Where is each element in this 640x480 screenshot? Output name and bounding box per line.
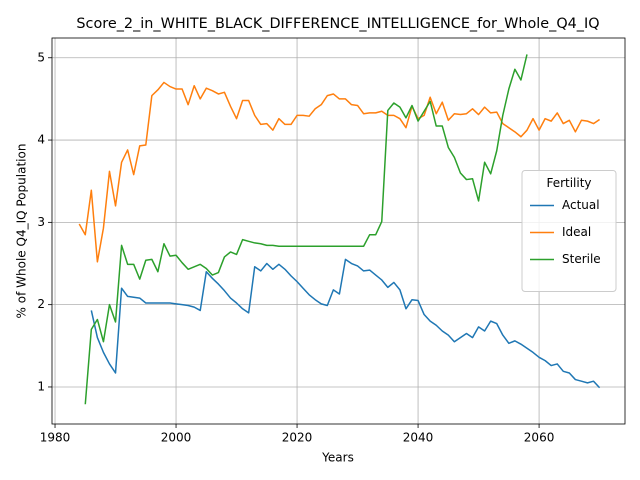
line (84, 54, 528, 405)
x-tick-label: 1980 (40, 431, 71, 445)
legend-title: Fertility (546, 176, 591, 190)
line (90, 258, 601, 389)
legend-box (521, 170, 617, 292)
legend-label: Sterile (562, 252, 601, 266)
y-tick-label: 1 (37, 379, 45, 393)
y-tick-label: 4 (37, 133, 45, 147)
chart-title: Score_2_in_WHITE_BLACK_DIFFERENCE_INTELL… (76, 16, 599, 32)
x-axis-label: Years (321, 451, 354, 465)
x-tick-label: 2040 (403, 431, 434, 445)
x-tick-label: 2020 (282, 431, 313, 445)
plot-frame (51, 37, 626, 425)
y-axis-label: % of Whole Q4_IQ Population (15, 144, 29, 319)
y-tick-label: 3 (37, 215, 45, 229)
y-tick-label: 2 (37, 297, 45, 311)
legend: Fertility Actual Ideal Sterile (521, 170, 617, 292)
x-tick-label: 2000 (161, 431, 192, 445)
line (78, 81, 601, 263)
x-tick-label: 2060 (524, 431, 555, 445)
y-tick-label: 5 (37, 50, 45, 64)
legend-label: Ideal (562, 225, 591, 239)
legend-label: Actual (562, 198, 600, 212)
